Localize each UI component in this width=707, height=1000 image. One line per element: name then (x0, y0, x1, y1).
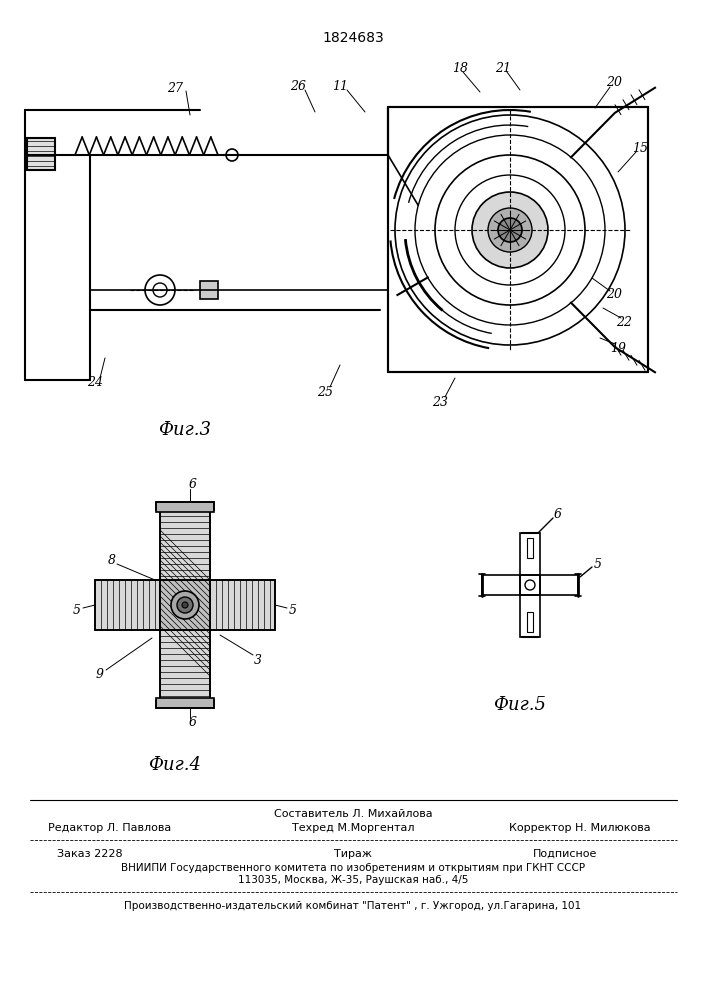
Circle shape (472, 192, 548, 268)
Bar (210, 580, 275, 630)
Bar (95, 580, 160, 630)
Text: 18: 18 (452, 62, 468, 75)
Text: Корректор Н. Милюкова: Корректор Н. Милюкова (509, 823, 651, 833)
Bar (27, 138, 55, 170)
Text: 5: 5 (289, 603, 297, 616)
Bar (200, 281, 218, 299)
Text: Редактор Л. Павлова: Редактор Л. Павлова (48, 823, 172, 833)
Text: 5: 5 (594, 558, 602, 572)
Bar (520, 533, 540, 575)
Text: 22: 22 (616, 316, 632, 328)
Text: 15: 15 (632, 141, 648, 154)
Text: ВНИИПИ Государственного комитета по изобретениям и открытиям при ГКНТ СССР: ВНИИПИ Государственного комитета по изоб… (121, 863, 585, 873)
Text: Составитель Л. Михайлова: Составитель Л. Михайлова (274, 809, 432, 819)
Circle shape (177, 597, 193, 613)
Text: Фиг.3: Фиг.3 (158, 421, 211, 439)
Bar (540, 575, 578, 595)
Text: Тираж: Тираж (334, 849, 372, 859)
Text: 6: 6 (189, 716, 197, 728)
Bar (156, 698, 214, 708)
Circle shape (182, 602, 188, 608)
Bar (210, 580, 275, 630)
Text: 3: 3 (254, 654, 262, 666)
Text: 24: 24 (87, 376, 103, 389)
Bar (95, 580, 160, 630)
Circle shape (498, 218, 522, 242)
Text: 27: 27 (167, 82, 183, 95)
Text: Фиг.4: Фиг.4 (148, 756, 201, 774)
Text: 26: 26 (290, 81, 306, 94)
Text: Фиг.5: Фиг.5 (493, 696, 547, 714)
Text: Заказ 2228: Заказ 2228 (57, 849, 123, 859)
Bar (160, 630, 210, 700)
Text: 21: 21 (495, 62, 511, 75)
Text: Подписное: Подписное (533, 849, 597, 859)
Bar (160, 580, 210, 630)
Bar (527, 538, 533, 558)
Text: 23: 23 (432, 395, 448, 408)
Circle shape (171, 591, 199, 619)
Text: 25: 25 (317, 385, 333, 398)
Bar (482, 575, 520, 595)
Text: 113035, Москва, Ж-35, Раушская наб., 4/5: 113035, Москва, Ж-35, Раушская наб., 4/5 (238, 875, 468, 885)
Bar (156, 502, 214, 512)
Circle shape (488, 208, 532, 252)
Bar (160, 510, 210, 580)
Text: 1824683: 1824683 (322, 31, 384, 45)
Text: 6: 6 (189, 479, 197, 491)
Text: 9: 9 (96, 668, 104, 682)
Bar (160, 510, 210, 580)
Text: 6: 6 (554, 508, 562, 522)
Bar (527, 612, 533, 632)
Text: Техред М.Моргентал: Техред М.Моргентал (292, 823, 414, 833)
Text: 19: 19 (610, 342, 626, 355)
Text: 8: 8 (108, 554, 116, 566)
Text: Производственно-издательский комбинат "Патент" , г. Ужгород, ул.Гагарина, 101: Производственно-издательский комбинат "П… (124, 901, 582, 911)
Bar (160, 580, 210, 630)
Text: 5: 5 (73, 603, 81, 616)
Bar (520, 595, 540, 637)
Text: 20: 20 (606, 77, 622, 90)
Text: 11: 11 (332, 81, 348, 94)
Bar (160, 630, 210, 700)
Bar (388, 107, 648, 372)
Text: 20: 20 (606, 288, 622, 302)
Bar (520, 575, 540, 595)
